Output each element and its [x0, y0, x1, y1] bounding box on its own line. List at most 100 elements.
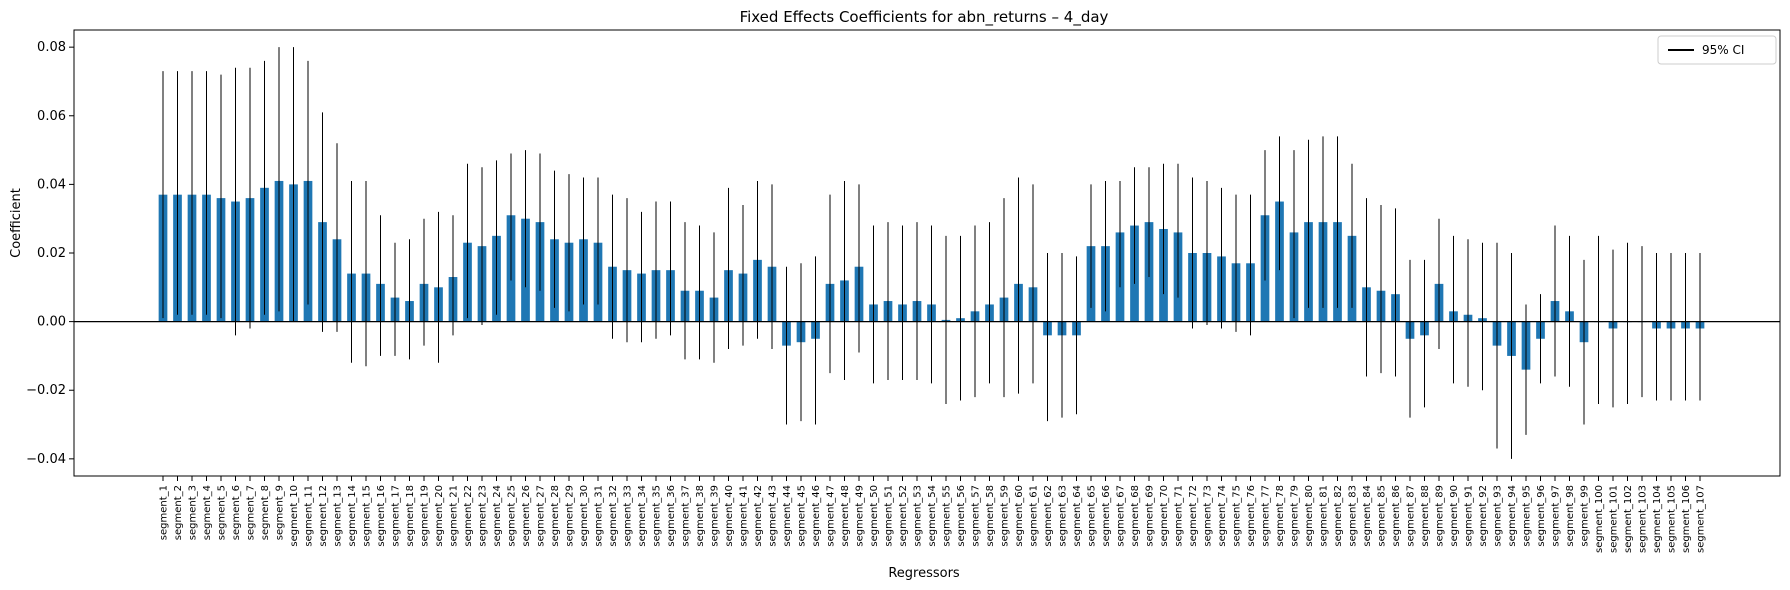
x-tick-label: segment_83 [1348, 485, 1359, 547]
x-tick-label: segment_29 [565, 485, 576, 547]
x-tick-label: segment_26 [521, 485, 532, 547]
x-tick-label: segment_42 [753, 485, 764, 547]
x-tick-label: segment_98 [1565, 485, 1576, 547]
x-tick-label: segment_33 [623, 485, 634, 547]
x-tick-label: segment_95 [1522, 485, 1533, 547]
x-tick-label: segment_39 [710, 485, 721, 547]
x-tick-label: segment_99 [1580, 485, 1591, 547]
x-tick-label: segment_16 [376, 485, 387, 547]
x-tick-label: segment_23 [478, 485, 489, 547]
x-tick-label: segment_58 [985, 485, 996, 547]
x-tick-label: segment_28 [550, 485, 561, 547]
x-tick-label: segment_7 [246, 485, 257, 540]
y-tick-label: 0.08 [37, 40, 66, 55]
x-tick-label: segment_56 [956, 485, 967, 547]
x-tick-label: segment_21 [449, 485, 460, 547]
x-tick-label: segment_48 [840, 485, 851, 547]
x-tick-label: segment_8 [260, 485, 271, 540]
x-tick-label: segment_55 [942, 485, 953, 547]
x-tick-label: segment_35 [652, 485, 663, 547]
x-tick-label: segment_97 [1551, 485, 1562, 547]
x-tick-label: segment_94 [1507, 485, 1518, 547]
x-tick-label: segment_63 [1058, 485, 1069, 547]
x-tick-label: segment_78 [1275, 485, 1286, 547]
x-tick-label: segment_32 [608, 485, 619, 547]
x-tick-label: segment_79 [1290, 485, 1301, 547]
x-tick-label: segment_61 [1029, 485, 1040, 547]
x-tick-label: segment_45 [797, 485, 808, 547]
x-tick-label: segment_103 [1638, 485, 1649, 553]
x-tick-label: segment_87 [1406, 485, 1417, 547]
x-tick-label: segment_62 [1043, 485, 1054, 547]
x-tick-label: segment_60 [1014, 485, 1025, 547]
x-tick-label: segment_81 [1319, 485, 1330, 547]
x-tick-label: segment_71 [1174, 485, 1185, 547]
x-tick-label: segment_105 [1667, 485, 1678, 553]
x-tick-label: segment_17 [391, 485, 402, 547]
x-tick-label: segment_14 [347, 485, 358, 547]
x-tick-label: segment_10 [289, 485, 300, 547]
x-tick-label: segment_84 [1362, 485, 1373, 547]
x-tick-label: segment_4 [202, 485, 213, 540]
x-tick-label: segment_5 [217, 485, 228, 540]
x-tick-label: segment_93 [1493, 485, 1504, 547]
x-tick-label: segment_80 [1304, 485, 1315, 547]
x-tick-label: segment_76 [1246, 485, 1257, 547]
x-tick-label: segment_72 [1188, 485, 1199, 547]
x-tick-label: segment_30 [579, 485, 590, 547]
x-tick-label: segment_46 [811, 485, 822, 547]
x-tick-label: segment_107 [1696, 485, 1707, 553]
x-tick-label: segment_86 [1391, 485, 1402, 547]
x-tick-label: segment_91 [1464, 485, 1475, 547]
y-tick-label: 0.04 [37, 177, 66, 192]
x-tick-label: segment_11 [304, 485, 315, 547]
x-tick-label: segment_41 [739, 485, 750, 547]
x-tick-label: segment_22 [463, 485, 474, 547]
x-tick-label: segment_27 [536, 485, 547, 547]
x-tick-label: segment_57 [971, 485, 982, 547]
x-tick-label: segment_69 [1145, 485, 1156, 547]
x-tick-label: segment_36 [666, 485, 677, 547]
x-tick-label: segment_34 [637, 485, 648, 547]
x-tick-label: segment_43 [768, 485, 779, 547]
legend: 95% CI [1657, 35, 1777, 65]
x-tick-label: segment_96 [1536, 485, 1547, 547]
y-tick-label: 0.00 [37, 315, 66, 330]
x-tick-label: segment_106 [1681, 485, 1692, 553]
y-axis-label: Coefficient [9, 188, 24, 258]
x-tick-label: segment_6 [231, 485, 242, 540]
legend-label: 95% CI [1702, 43, 1744, 57]
plot-frame [73, 29, 1781, 477]
x-tick-label: segment_66 [1101, 485, 1112, 547]
x-tick-label: segment_88 [1420, 485, 1431, 547]
x-tick-label: segment_31 [594, 485, 605, 547]
x-tick-label: segment_77 [1261, 485, 1272, 547]
x-tick-label: segment_54 [927, 485, 938, 547]
legend-box [1657, 35, 1777, 65]
x-tick-label: segment_47 [826, 485, 837, 547]
x-tick-label: segment_101 [1609, 485, 1620, 553]
x-tick-label: segment_38 [695, 485, 706, 547]
x-tick-label: segment_15 [362, 485, 373, 547]
x-tick-label: segment_73 [1203, 485, 1214, 547]
x-tick-label: segment_44 [782, 485, 793, 547]
x-tick-label: segment_104 [1652, 485, 1663, 553]
x-tick-label: segment_40 [724, 485, 735, 547]
x-tick-label: segment_20 [434, 485, 445, 547]
x-tick-label: segment_74 [1217, 485, 1228, 547]
y-tick-label: −0.02 [26, 383, 66, 398]
y-tick-label: −0.04 [26, 452, 66, 467]
x-tick-label: segment_18 [405, 485, 416, 547]
x-tick-label: segment_9 [275, 485, 286, 540]
x-tick-label: segment_102 [1623, 485, 1634, 553]
x-tick-label: segment_100 [1594, 485, 1605, 553]
chart-title: Fixed Effects Coefficients for abn_retur… [740, 8, 1109, 27]
x-tick-label: segment_3 [188, 485, 199, 540]
x-tick-label: segment_92 [1478, 485, 1489, 547]
x-tick-label: segment_25 [507, 485, 518, 547]
y-tick-label: 0.06 [37, 109, 66, 124]
x-tick-label: segment_75 [1232, 485, 1243, 547]
x-tick-label: segment_85 [1377, 485, 1388, 547]
x-tick-label: segment_82 [1333, 485, 1344, 547]
